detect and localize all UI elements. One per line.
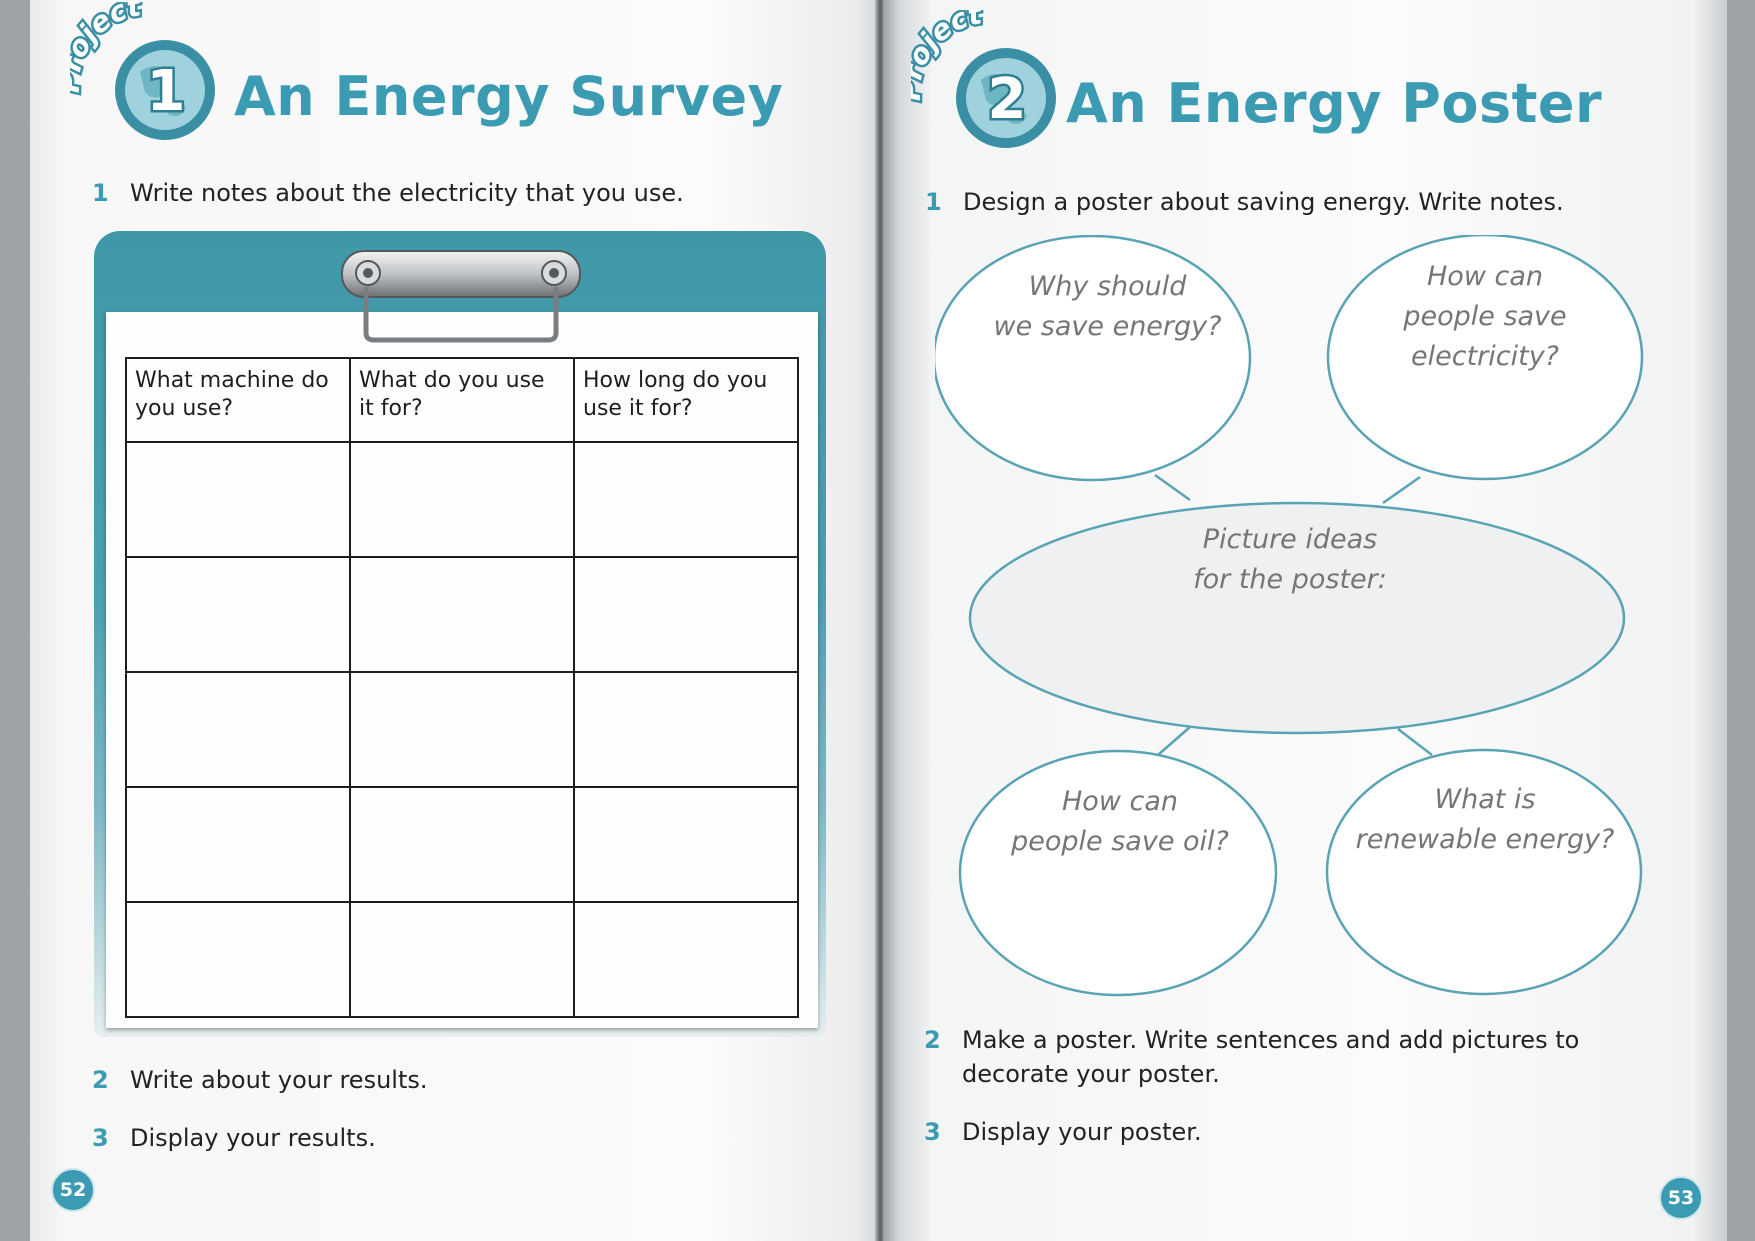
bubble-center xyxy=(968,501,1626,735)
table-row xyxy=(125,556,799,673)
instruction-number: 3 xyxy=(92,1124,109,1152)
project-1-number: 1 xyxy=(147,59,186,124)
globe-icon: Project 1 xyxy=(70,2,215,140)
table-cell[interactable] xyxy=(349,901,575,1018)
binder-clip-icon xyxy=(338,243,584,343)
instruction-text: Write notes about the electricity that y… xyxy=(130,179,684,207)
table-row xyxy=(125,671,799,788)
instruction-number: 2 xyxy=(92,1066,109,1094)
table-row xyxy=(125,441,799,558)
question-top-right: How can people save electricity? xyxy=(1403,261,1567,372)
survey-table: What machine do you use? What do you use… xyxy=(125,357,799,1018)
page-number-left: 52 xyxy=(51,1168,95,1212)
question-center: Picture ideas for the poster: xyxy=(1193,524,1387,595)
instruction-2-right: 2 Make a poster. Write sentences and add … xyxy=(924,1023,1602,1091)
instruction-1-left: 1 Write notes about the electricity that … xyxy=(92,176,684,210)
instruction-number: 3 xyxy=(924,1118,941,1146)
book-spine xyxy=(875,0,885,1241)
table-cell[interactable] xyxy=(125,441,351,558)
table-cell[interactable] xyxy=(349,786,575,903)
instruction-number: 1 xyxy=(925,188,942,216)
table-cell[interactable] xyxy=(573,556,799,673)
table-cell[interactable] xyxy=(573,441,799,558)
table-cell[interactable] xyxy=(349,556,575,673)
bubble-top-right xyxy=(1326,235,1644,481)
project-2-number: 2 xyxy=(988,67,1027,132)
page-title-left: An Energy Survey xyxy=(234,65,784,128)
table-cell[interactable] xyxy=(573,671,799,788)
table-cell[interactable] xyxy=(573,786,799,903)
table-cell[interactable] xyxy=(125,901,351,1018)
mind-map xyxy=(935,235,1655,1005)
table-cell[interactable] xyxy=(573,901,799,1018)
question-bottom-right: What is renewable energy? xyxy=(1355,784,1615,855)
instruction-text: Display your results. xyxy=(130,1124,376,1152)
table-row xyxy=(125,901,799,1018)
instruction-number: 1 xyxy=(92,179,109,207)
instruction-text: Write about your results. xyxy=(130,1066,428,1094)
instruction-number: 2 xyxy=(924,1026,941,1054)
page-number-right: 53 xyxy=(1659,1176,1703,1220)
bubble-top-left xyxy=(935,235,1252,482)
instruction-text: Display your poster. xyxy=(962,1118,1202,1146)
instruction-1-right: 1 Design a poster about saving energy. Wr… xyxy=(925,185,1564,219)
project-1-badge: Project 1 xyxy=(70,2,220,152)
table-row xyxy=(125,786,799,903)
table-cell[interactable] xyxy=(349,441,575,558)
page-title-right: An Energy Poster xyxy=(1066,72,1603,135)
instruction-text: Design a poster about saving energy. Wri… xyxy=(963,188,1564,216)
instruction-2-left: 2 Write about your results. xyxy=(92,1063,428,1097)
table-cell[interactable] xyxy=(349,671,575,788)
table-header-use: What do you use it for? xyxy=(349,357,575,443)
question-bottom-left: How can people save oil? xyxy=(1011,786,1229,857)
table-header-duration: How long do you use it for? xyxy=(573,357,799,443)
instruction-text: Make a poster. Write sentences and add p… xyxy=(962,1026,1580,1088)
table-cell[interactable] xyxy=(125,786,351,903)
globe-icon: Project 2 xyxy=(911,10,1056,148)
table-header-machine: What machine do you use? xyxy=(125,357,351,443)
bubble-bottom-right xyxy=(1325,748,1643,996)
table-cell[interactable] xyxy=(125,671,351,788)
project-2-badge: Project 2 xyxy=(911,10,1061,160)
table-cell[interactable] xyxy=(125,556,351,673)
bubble-bottom-left xyxy=(958,749,1278,997)
question-top-left: Why should we save energy? xyxy=(993,271,1222,342)
instruction-3-right: 3 Display your poster. xyxy=(924,1115,1202,1149)
instruction-3-left: 3 Display your results. xyxy=(92,1121,376,1155)
